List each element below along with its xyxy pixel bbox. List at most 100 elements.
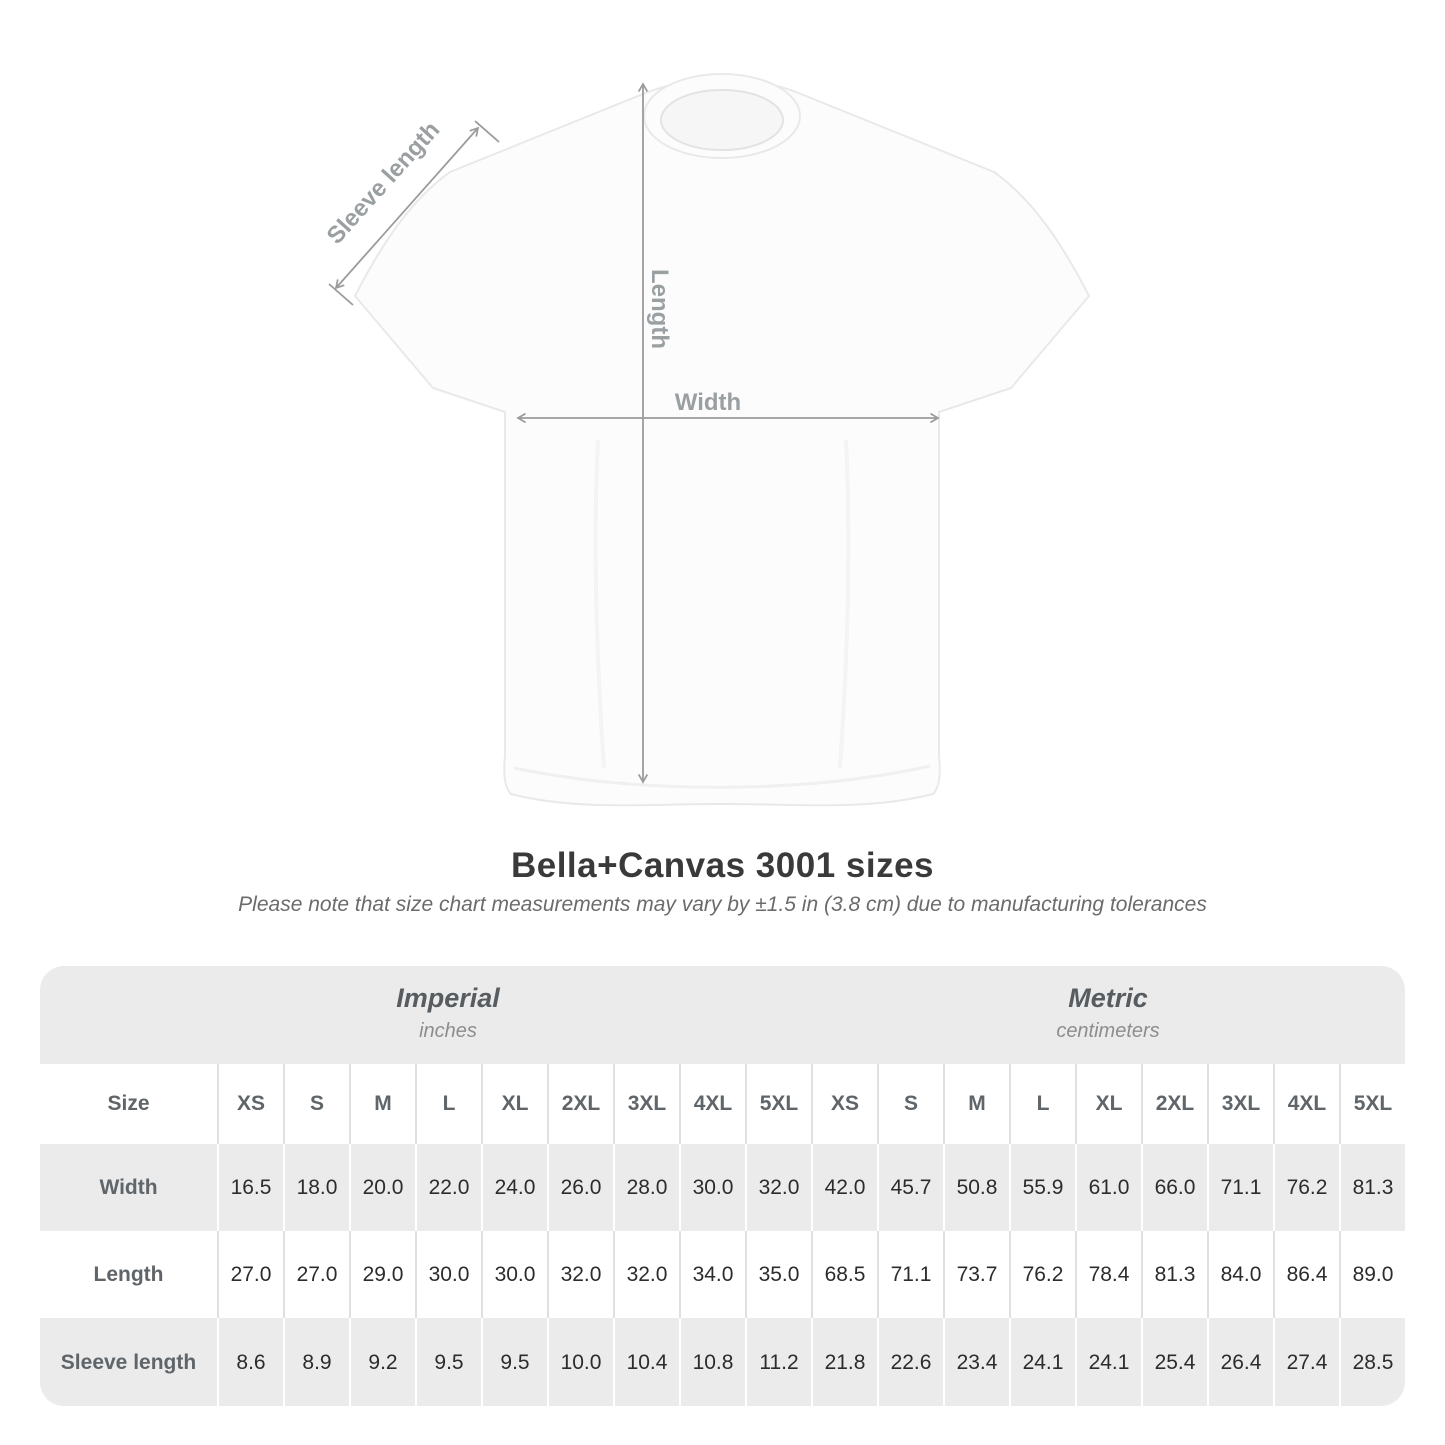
size-col-header: 5XL: [1339, 1064, 1405, 1144]
row-label: Sleeve length: [60, 1350, 197, 1374]
sleeve-length-arrow: [334, 126, 480, 290]
dimension-tick: [328, 283, 354, 306]
value-cell: 10.8: [679, 1318, 745, 1406]
size-col-header: 3XL: [1207, 1064, 1273, 1144]
table-row-width: Width 16.5 18.0 20.0 22.0 24.0 26.0 28.0…: [40, 1144, 1405, 1231]
value-cell: 30.0: [415, 1231, 481, 1318]
value-cell: 73.7: [943, 1231, 1009, 1318]
collar-inner: [660, 89, 784, 151]
value-cell: 81.3: [1141, 1231, 1207, 1318]
value-cell: 10.4: [613, 1318, 679, 1406]
tshirt-left-crease: [593, 439, 606, 769]
tshirt-graphic: [353, 73, 1091, 807]
value-cell: 8.9: [283, 1318, 349, 1406]
value-cell: 27.4: [1273, 1318, 1339, 1406]
size-col-header: XS: [811, 1064, 877, 1144]
measurement-arrows: [328, 82, 940, 784]
size-col-header: L: [1009, 1064, 1075, 1144]
value-cell: 9.2: [349, 1318, 415, 1406]
value-cell: 30.0: [679, 1144, 745, 1231]
unit-group-header-band: Imperial inches Metric centimeters: [40, 966, 1405, 1064]
row-label: Width: [99, 1175, 158, 1199]
size-header-row: Size XS S M L XL 2XL 3XL 4XL 5XL XS S M …: [40, 1064, 1405, 1144]
value-cell: 34.0: [679, 1231, 745, 1318]
value-cell: 20.0: [349, 1144, 415, 1231]
value-cell: 32.0: [547, 1231, 613, 1318]
value-cell: 11.2: [745, 1318, 811, 1406]
size-col-header: M: [943, 1064, 1009, 1144]
value-cell: 30.0: [481, 1231, 547, 1318]
row-label: Length: [93, 1262, 164, 1286]
value-cell: 27.0: [217, 1231, 283, 1318]
tolerance-note: Please note that size chart measurements…: [238, 893, 1207, 916]
value-cell: 42.0: [811, 1144, 877, 1231]
value-cell: 68.5: [811, 1231, 877, 1318]
value-cell: 21.8: [811, 1318, 877, 1406]
size-col-header: 4XL: [1273, 1064, 1339, 1144]
size-col-header: S: [877, 1064, 943, 1144]
value-cell: 26.4: [1207, 1318, 1273, 1406]
value-cell: 32.0: [745, 1144, 811, 1231]
value-cell: 28.5: [1339, 1318, 1405, 1406]
value-cell: 89.0: [1339, 1231, 1405, 1318]
value-cell: 76.2: [1009, 1231, 1075, 1318]
imperial-group-header: Imperial inches: [40, 982, 856, 1043]
metric-label: Metric: [1068, 983, 1148, 1013]
tshirt-hem-crease: [513, 764, 931, 789]
value-cell: 81.3: [1339, 1144, 1405, 1231]
value-cell: 45.7: [877, 1144, 943, 1231]
size-col-header: M: [349, 1064, 415, 1144]
value-cell: 29.0: [349, 1231, 415, 1318]
value-cell: 9.5: [415, 1318, 481, 1406]
imperial-label: Imperial: [396, 983, 500, 1013]
metric-unit: centimeters: [1056, 1020, 1160, 1042]
value-cell: 71.1: [877, 1231, 943, 1318]
metric-group-header: Metric centimeters: [811, 982, 1405, 1043]
length-label: Length: [646, 269, 673, 349]
value-cell: 35.0: [745, 1231, 811, 1318]
tshirt-measurement-diagram: Sleeve length Length Width: [322, 73, 1091, 807]
value-cell: 32.0: [613, 1231, 679, 1318]
value-cell: 10.0: [547, 1318, 613, 1406]
value-cell: 22.6: [877, 1318, 943, 1406]
size-col-header: 3XL: [613, 1064, 679, 1144]
value-cell: 9.5: [481, 1318, 547, 1406]
size-table: Imperial inches Metric centimeters Size …: [40, 966, 1405, 1406]
size-col-header: 2XL: [1141, 1064, 1207, 1144]
size-col-header: XS: [217, 1064, 283, 1144]
value-cell: 50.8: [943, 1144, 1009, 1231]
size-col-header: 2XL: [547, 1064, 613, 1144]
size-col-header: 4XL: [679, 1064, 745, 1144]
value-cell: 16.5: [217, 1144, 283, 1231]
imperial-unit: inches: [419, 1020, 477, 1042]
value-cell: 66.0: [1141, 1144, 1207, 1231]
size-col-header: S: [283, 1064, 349, 1144]
value-cell: 78.4: [1075, 1231, 1141, 1318]
value-cell: 24.1: [1009, 1318, 1075, 1406]
value-cell: 18.0: [283, 1144, 349, 1231]
table-row-sleeve-length: Sleeve length 8.6 8.9 9.2 9.5 9.5 10.0 1…: [40, 1318, 1405, 1406]
value-cell: 61.0: [1075, 1144, 1141, 1231]
tshirt-body: [353, 79, 1091, 807]
table-row-length: Length 27.0 27.0 29.0 30.0 30.0 32.0 32.…: [40, 1231, 1405, 1318]
value-cell: 86.4: [1273, 1231, 1339, 1318]
value-cell: 71.1: [1207, 1144, 1273, 1231]
value-cell: 8.6: [217, 1318, 283, 1406]
size-header: Size: [107, 1092, 150, 1115]
value-cell: 25.4: [1141, 1318, 1207, 1406]
page-title: Bella+Canvas 3001 sizes: [510, 846, 935, 885]
dimension-tick: [474, 120, 500, 143]
value-cell: 55.9: [1009, 1144, 1075, 1231]
value-cell: 27.0: [283, 1231, 349, 1318]
value-cell: 26.0: [547, 1144, 613, 1231]
value-cell: 24.0: [481, 1144, 547, 1231]
width-label: Width: [675, 389, 741, 416]
tshirt-right-crease: [838, 439, 851, 769]
size-col-header: XL: [1075, 1064, 1141, 1144]
size-col-header: XL: [481, 1064, 547, 1144]
value-cell: 76.2: [1273, 1144, 1339, 1231]
value-cell: 23.4: [943, 1318, 1009, 1406]
value-cell: 84.0: [1207, 1231, 1273, 1318]
size-col-header: 5XL: [745, 1064, 811, 1144]
